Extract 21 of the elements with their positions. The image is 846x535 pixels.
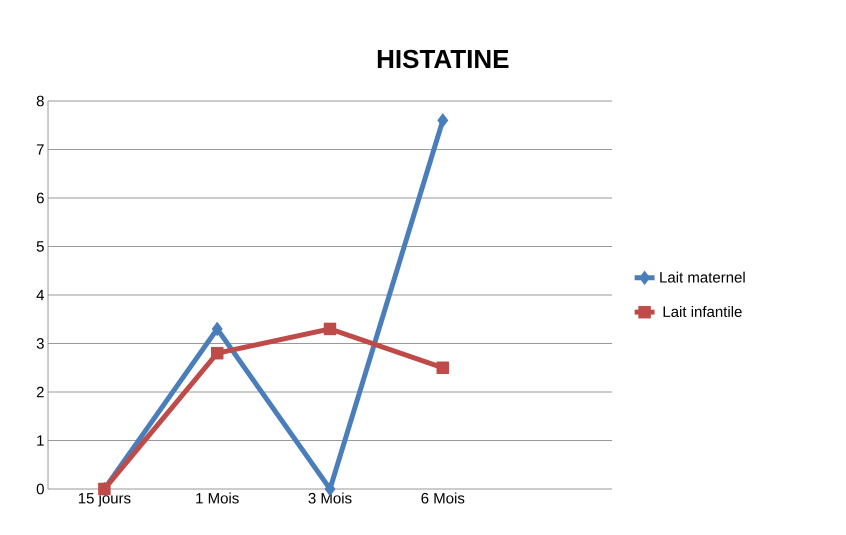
point xyxy=(437,113,448,128)
x-tick-label: 1 Mois xyxy=(196,492,239,504)
y-tick-label: 1 xyxy=(37,435,44,446)
point xyxy=(212,322,223,336)
legend-label: Lait infantile xyxy=(664,306,742,318)
y-tick-label: 2 xyxy=(36,386,44,398)
y-tick-label: 0 xyxy=(36,484,44,494)
x-tick-label: 6 Mois xyxy=(421,492,464,504)
point xyxy=(210,346,224,360)
point xyxy=(436,361,450,374)
x-tick-label: 3 Mois xyxy=(308,492,352,504)
legend-label: Lait maternel xyxy=(660,272,745,283)
point xyxy=(324,322,336,336)
y-tick-label: 5 xyxy=(36,241,44,252)
y-tick-label: 3 xyxy=(36,338,44,349)
y-tick-label: 7 xyxy=(36,144,44,155)
chart-title: HISTATINE xyxy=(378,50,508,68)
y-tick-label: 8 xyxy=(36,96,44,106)
y-tick-label: 4 xyxy=(36,290,44,300)
y-tick-label: 6 xyxy=(36,192,44,204)
x-tick-label: 15 jours xyxy=(78,492,131,506)
